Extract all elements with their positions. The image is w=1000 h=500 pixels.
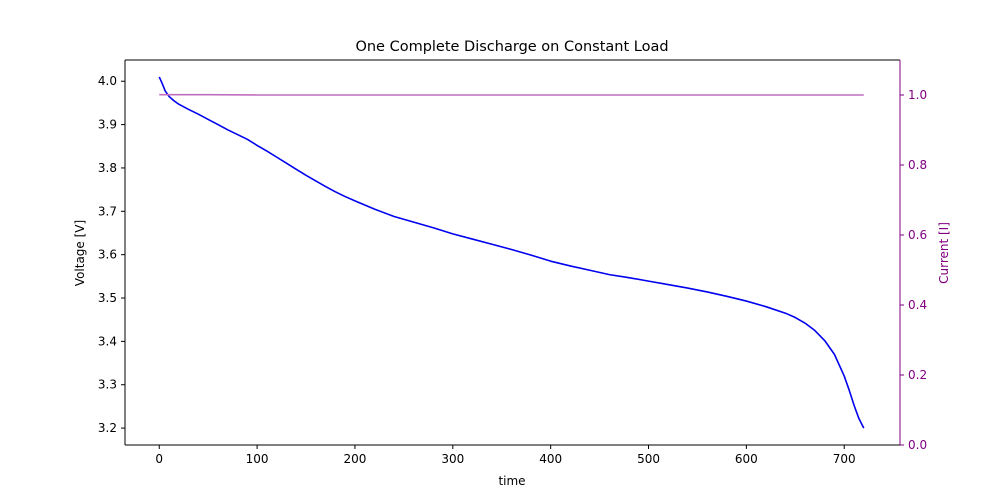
- plot-area: [125, 60, 900, 445]
- voltage-series-layer: [158, 76, 865, 429]
- y-axis-ticks: 3.2 3.3 3.4 3.5 3.6 3.7 3.8 3.9 4.0: [98, 74, 125, 435]
- y-tick-label: 3.2: [98, 421, 117, 435]
- y-tick-label: 3.5: [98, 291, 117, 305]
- x-tick-label: 400: [539, 452, 562, 466]
- voltage-line: [158, 76, 865, 429]
- y-tick-label: 4.0: [98, 74, 117, 88]
- x-tick-label: 200: [344, 452, 367, 466]
- y-tick-label: 3.4: [98, 334, 117, 348]
- y2-tick-label: 1.0: [908, 88, 927, 102]
- y-tick-label: 3.8: [98, 161, 117, 175]
- y-tick-label: 3.9: [98, 118, 117, 132]
- y2-tick-label: 0.8: [908, 158, 927, 172]
- chart-title: One Complete Discharge on Constant Load: [355, 39, 668, 55]
- x-tick-label: 300: [441, 452, 464, 466]
- x-tick-label: 100: [246, 452, 269, 466]
- y2-tick-label: 0.0: [908, 438, 927, 452]
- y2-tick-label: 0.6: [908, 228, 927, 242]
- x-axis-label: time: [498, 474, 525, 488]
- y2-tick-label: 0.2: [908, 368, 927, 382]
- x-tick-label: 600: [735, 452, 758, 466]
- y-tick-label: 3.7: [98, 204, 117, 218]
- y-axis-label: Voltage [V]: [73, 220, 87, 286]
- x-axis-ticks: 0 100 200 300 400 500 600 700: [155, 445, 856, 466]
- y2-axis-label: Current [I]: [937, 222, 951, 284]
- y2-tick-label: 0.4: [908, 298, 927, 312]
- x-tick-label: 700: [833, 452, 856, 466]
- y-tick-label: 3.6: [98, 248, 117, 262]
- x-tick-label: 500: [637, 452, 660, 466]
- y2-axis-ticks: 0.0 0.2 0.4 0.6 0.8 1.0: [900, 88, 927, 452]
- x-tick-label: 0: [155, 452, 163, 466]
- y-tick-label: 3.3: [98, 378, 117, 392]
